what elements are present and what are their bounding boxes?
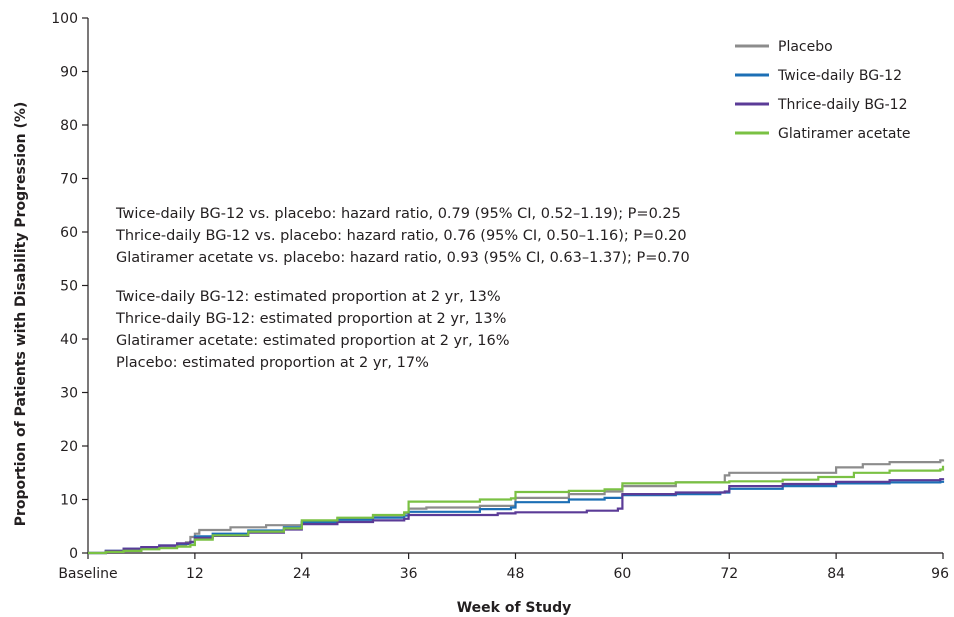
legend-label-twice-daily: Twice-daily BG-12: [777, 68, 902, 84]
y-ticks: 0 10 20 30 40 50 60 70 80 90 100: [51, 11, 88, 562]
y-tick-label: 40: [60, 332, 78, 348]
y-tick-label: 30: [60, 386, 78, 402]
annotation-prop-placebo: Placebo: estimated proportion at 2 yr, 1…: [116, 355, 429, 371]
y-tick-label: 90: [60, 65, 78, 81]
x-ticks: Baseline 12 24 36 48 60 72 84 96: [58, 553, 949, 582]
annotations: Twice-daily BG-12 vs. placebo: hazard ra…: [115, 206, 690, 371]
x-axis-title: Week of Study: [457, 600, 572, 616]
y-tick-label: 80: [60, 118, 78, 134]
annotation-prop-glatiramer: Glatiramer acetate: estimated proportion…: [116, 333, 510, 349]
x-tick-label: 60: [613, 566, 631, 582]
legend-item-placebo: Placebo: [735, 39, 833, 55]
series-line-thrice-daily-bg-12: [88, 478, 945, 555]
annotation-prop-twice: Twice-daily BG-12: estimated proportion …: [115, 289, 501, 305]
y-tick-label: 50: [60, 279, 78, 295]
annotation-hr-twice: Twice-daily BG-12 vs. placebo: hazard ra…: [115, 206, 681, 222]
x-tick-label: 72: [720, 566, 738, 582]
legend: Placebo Twice-daily BG-12 Thrice-daily B…: [735, 39, 911, 142]
legend-item-glatiramer: Glatiramer acetate: [735, 126, 911, 142]
x-tick-label: 96: [931, 566, 949, 582]
x-tick-label: 84: [827, 566, 845, 582]
annotation-hr-glatiramer: Glatiramer acetate vs. placebo: hazard r…: [116, 250, 690, 266]
y-axis-title: Proportion of Patients with Disability P…: [13, 102, 29, 527]
y-tick-label: 60: [60, 225, 78, 241]
legend-label-thrice-daily: Thrice-daily BG-12: [777, 97, 908, 113]
y-tick-label: 100: [51, 11, 78, 27]
legend-item-thrice-daily: Thrice-daily BG-12: [735, 97, 908, 113]
x-tick-label: Baseline: [58, 566, 117, 582]
x-tick-label: 24: [293, 566, 311, 582]
legend-item-twice-daily: Twice-daily BG-12: [735, 68, 902, 84]
legend-label-placebo: Placebo: [778, 39, 833, 55]
annotation-hr-thrice: Thrice-daily BG-12 vs. placebo: hazard r…: [115, 228, 687, 244]
x-tick-label: 48: [507, 566, 525, 582]
y-tick-label: 70: [60, 172, 78, 188]
x-tick-label: 12: [186, 566, 204, 582]
x-tick-label: 36: [400, 566, 418, 582]
series-lines: [88, 459, 945, 555]
y-tick-label: 0: [69, 546, 78, 562]
annotation-prop-thrice: Thrice-daily BG-12: estimated proportion…: [115, 311, 506, 327]
legend-label-glatiramer: Glatiramer acetate: [778, 126, 911, 142]
y-tick-label: 20: [60, 439, 78, 455]
series-line-glatiramer-acetate: [88, 465, 945, 555]
y-tick-label: 10: [60, 493, 78, 509]
